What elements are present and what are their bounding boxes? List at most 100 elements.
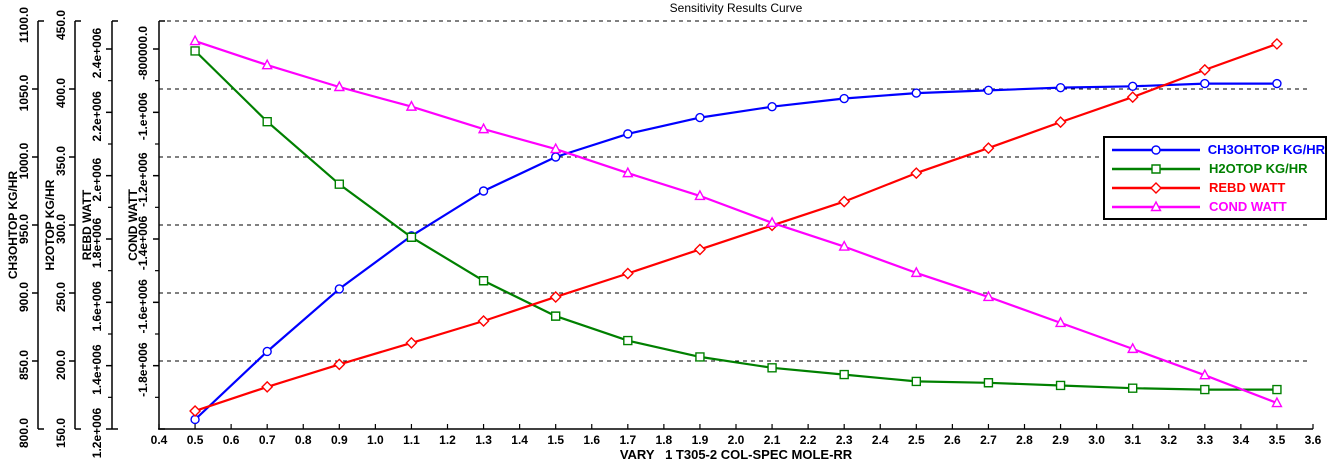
circle-marker-icon [478, 186, 489, 196]
circle-marker-icon [334, 284, 345, 294]
x-axis-title: VARY 1 T305-2 COL-SPEC MOLE-RR [619, 447, 853, 462]
diamond-marker-icon [549, 290, 562, 303]
square-marker-icon [190, 46, 200, 56]
square-marker-icon [1151, 163, 1161, 174]
circle-marker-icon [695, 112, 705, 123]
svg-text:1050.0: 1050.0 [17, 74, 31, 111]
svg-text:1.4: 1.4 [511, 433, 528, 447]
triangle-marker-icon [1127, 342, 1139, 354]
series-line-rebd-watt [194, 42, 1278, 412]
diamond-marker-icon [1270, 37, 1283, 50]
circle-marker-icon [623, 129, 633, 139]
square-marker-icon [478, 276, 489, 286]
svg-text:2.1: 2.1 [764, 433, 781, 447]
triangle-marker-icon [1054, 316, 1067, 328]
square-marker-icon [911, 376, 922, 387]
svg-text:2.0: 2.0 [728, 433, 745, 447]
svg-text:1.5: 1.5 [547, 433, 564, 447]
svg-text:250.0: 250.0 [54, 282, 68, 312]
diamond-marker-icon [1198, 63, 1211, 76]
legend-label: H2OTOP KG/HR [1209, 161, 1308, 176]
circle-marker-icon [767, 101, 777, 112]
diamond-marker-icon [333, 358, 346, 371]
square-marker-icon [695, 352, 705, 362]
diamond-marker-icon [189, 404, 202, 417]
square-marker-icon [767, 363, 777, 373]
square-marker-icon [550, 311, 561, 321]
series-line-ch3ohtop-kg-hr [194, 82, 1277, 421]
y-axis-title-rebd: REBD WATT [80, 189, 94, 261]
svg-text:0.4: 0.4 [151, 433, 168, 447]
diamond-marker-icon [1126, 91, 1139, 104]
y-axis-title-ch3ohtop: CH3OHTOP KG/HR [6, 170, 20, 280]
legend-swatch [1112, 163, 1200, 174]
svg-text:3.3: 3.3 [1196, 433, 1213, 447]
chart-title: Sensitivity Results Curve [669, 1, 803, 15]
triangle-marker-icon [550, 142, 562, 154]
triangle-marker-icon [477, 122, 490, 134]
svg-text:2.e+006: 2.e+006 [90, 157, 104, 201]
circle-marker-icon [983, 85, 994, 96]
svg-text:-1.4e+006: -1.4e+006 [136, 215, 150, 270]
svg-text:150.0: 150.0 [54, 418, 68, 448]
legend-swatch [1112, 200, 1200, 211]
legend-label: REBD WATT [1209, 180, 1286, 195]
svg-text:450.0: 450.0 [54, 10, 68, 40]
svg-text:3.2: 3.2 [1160, 433, 1177, 447]
svg-text:0.7: 0.7 [259, 433, 276, 447]
diamond-marker-icon [477, 315, 490, 328]
circle-marker-icon [1272, 78, 1282, 89]
square-marker-icon [334, 179, 345, 189]
svg-text:3.6: 3.6 [1305, 433, 1322, 447]
svg-text:2.3: 2.3 [836, 433, 853, 447]
diamond-marker-icon [1150, 181, 1162, 194]
svg-text:0.9: 0.9 [331, 433, 348, 447]
circle-marker-icon [839, 93, 849, 104]
svg-text:0.5: 0.5 [187, 433, 204, 447]
square-marker-icon [262, 116, 272, 127]
svg-text:1.1: 1.1 [403, 433, 420, 447]
diamond-marker-icon [621, 267, 634, 280]
triangle-marker-icon [622, 166, 634, 178]
series-line-cond-watt [194, 40, 1278, 405]
svg-text:1.8e+006: 1.8e+006 [90, 217, 104, 268]
svg-text:3.1: 3.1 [1124, 433, 1141, 447]
circle-marker-icon [1127, 81, 1138, 91]
svg-text:0.6: 0.6 [223, 433, 240, 447]
svg-text:850.0: 850.0 [17, 350, 31, 380]
square-marker-icon [406, 232, 417, 242]
svg-text:1.7: 1.7 [619, 433, 636, 447]
svg-text:2.9: 2.9 [1052, 433, 1069, 447]
legend-item: COND WATT [1110, 197, 1325, 216]
legend-item: H2OTOP KG/HR [1110, 159, 1325, 178]
svg-text:1.4e+006: 1.4e+006 [90, 344, 104, 395]
svg-text:-1.2e+006: -1.2e+006 [136, 152, 150, 207]
diamond-marker-icon [261, 380, 274, 393]
svg-text:2.6: 2.6 [944, 433, 961, 447]
triangle-marker-icon [405, 100, 418, 111]
svg-text:200.0: 200.0 [54, 350, 68, 380]
diamond-marker-icon [838, 195, 851, 208]
square-marker-icon [1200, 384, 1210, 395]
series-line-h2otop-kg-hr [194, 50, 1277, 391]
square-marker-icon [1055, 380, 1066, 391]
circle-marker-icon [1055, 82, 1066, 93]
triangle-marker-icon [766, 216, 778, 228]
square-marker-icon [839, 369, 849, 380]
svg-text:-1.8e+006: -1.8e+006 [136, 342, 150, 397]
circle-marker-icon [1151, 144, 1161, 155]
svg-text:-1.e+006: -1.e+006 [136, 92, 150, 140]
svg-text:2.8: 2.8 [1016, 433, 1033, 447]
svg-text:-1.6e+006: -1.6e+006 [136, 279, 150, 334]
svg-text:2.2: 2.2 [800, 433, 817, 447]
triangle-marker-icon [261, 58, 273, 70]
legend-label: COND WATT [1209, 199, 1287, 214]
svg-text:1.6: 1.6 [583, 433, 600, 447]
triangle-marker-icon [694, 189, 706, 201]
svg-text:1.2: 1.2 [439, 433, 456, 447]
circle-marker-icon [911, 88, 922, 98]
svg-text:3.4: 3.4 [1233, 433, 1250, 447]
triangle-marker-icon [1199, 368, 1211, 380]
diamond-marker-icon [1054, 116, 1067, 129]
